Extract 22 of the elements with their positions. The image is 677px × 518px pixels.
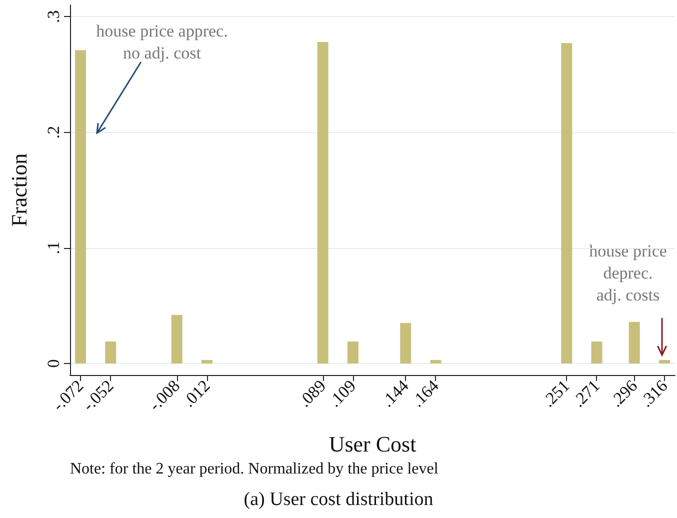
x-axis-title: User Cost: [328, 432, 416, 456]
bar: [171, 314, 182, 364]
annotation: house price apprec. no adj. cost: [96, 22, 228, 62]
bar: [105, 341, 116, 364]
y-tick-label: .3: [44, 10, 63, 23]
bar: [658, 360, 670, 364]
bar: [201, 360, 212, 364]
y-tick-label: 0: [44, 359, 63, 368]
bar: [317, 42, 328, 364]
y-tick-label: .1: [44, 241, 63, 254]
bar: [561, 43, 572, 364]
bar: [347, 341, 358, 364]
bar: [591, 341, 602, 364]
bar: [75, 50, 86, 364]
y-tick-label: .2: [44, 126, 63, 139]
bar: [628, 322, 640, 364]
text: (a) User cost distribution: [244, 489, 434, 510]
x-tick-label: -.072: [48, 376, 88, 415]
bar: [400, 322, 412, 364]
bar: [430, 360, 442, 364]
y-axis-title: Fraction: [6, 153, 32, 227]
text: Note: for the 2 year period. Normalized by the price level: [70, 460, 439, 478]
